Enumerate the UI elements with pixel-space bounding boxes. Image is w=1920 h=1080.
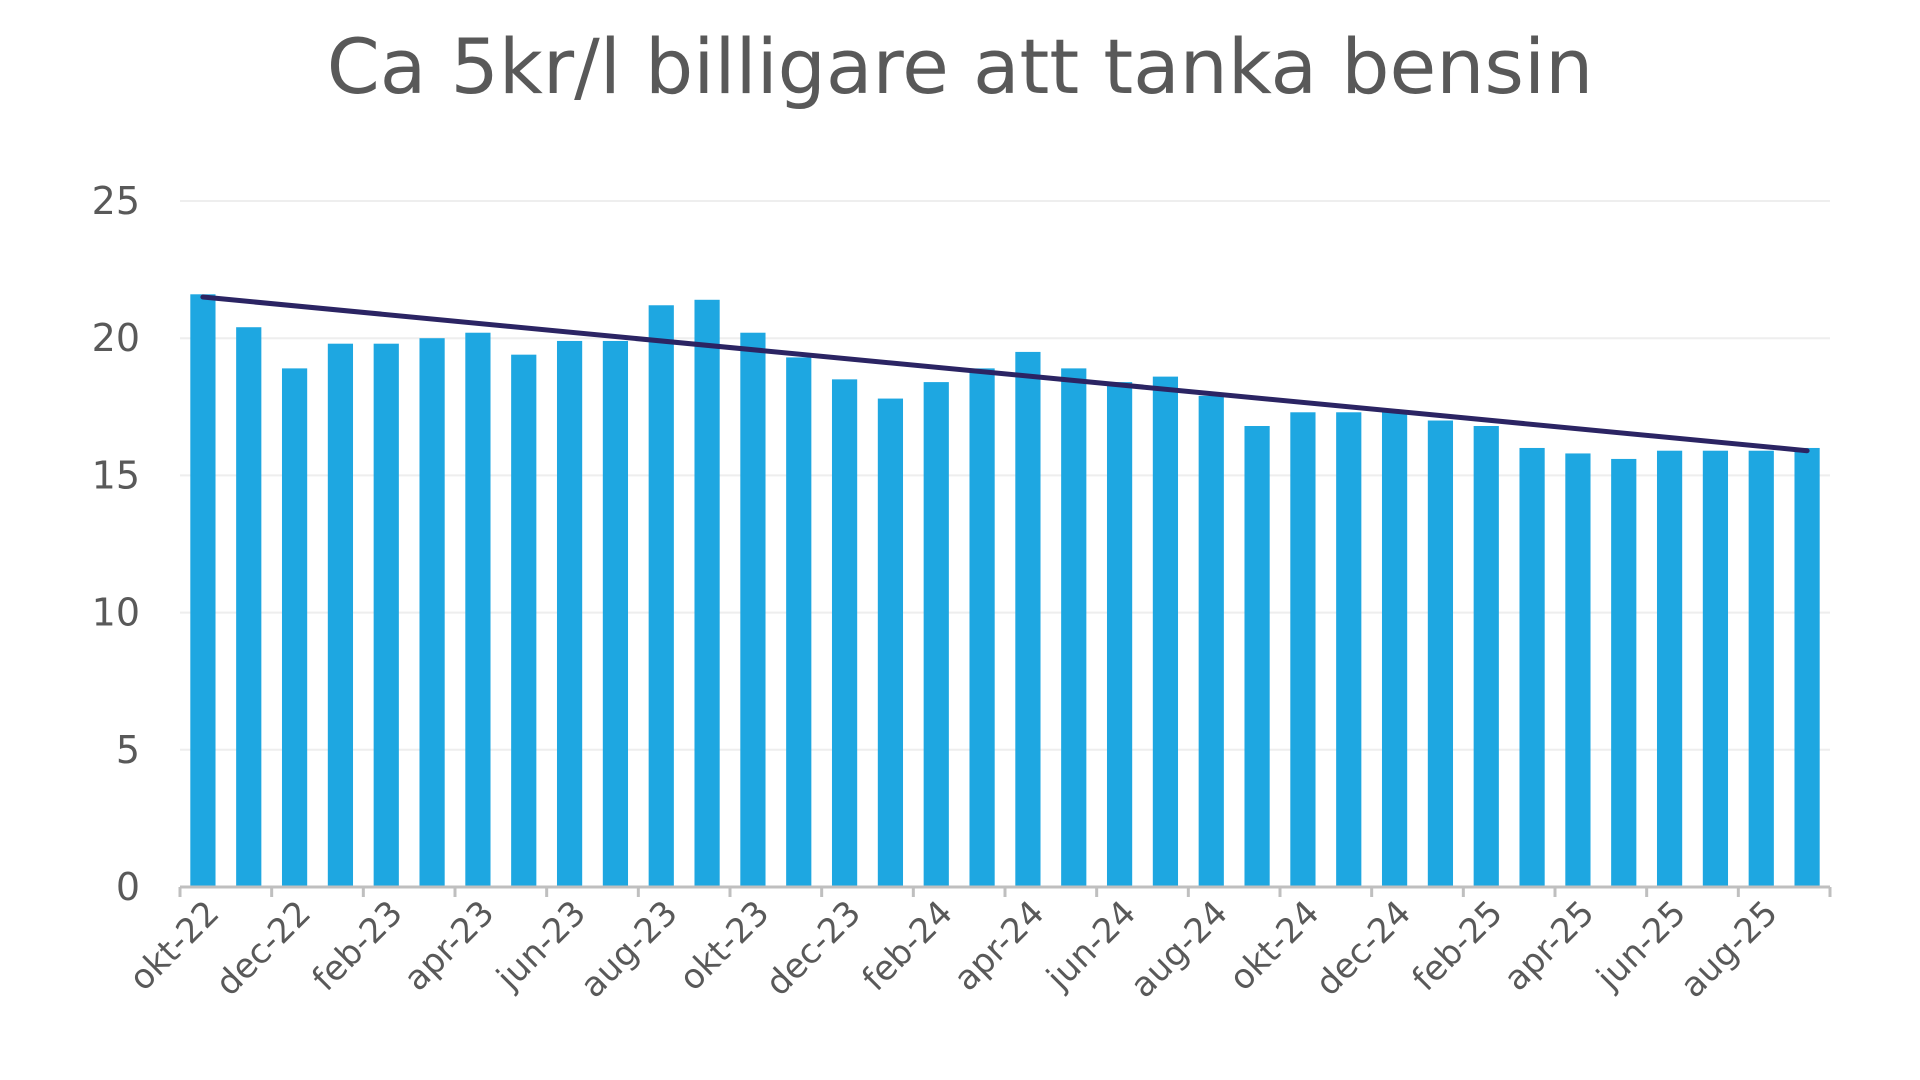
bar-mar-24	[969, 368, 995, 887]
x-tick-label: aug-25	[1673, 893, 1786, 1006]
y-tick-label: 5	[116, 728, 140, 772]
x-tick-label: aug-24	[1123, 893, 1236, 1006]
bar-maj-23	[511, 354, 537, 887]
chart-title: Ca 5kr/l billigare att tanka bensin	[326, 22, 1594, 111]
bar-jun-25	[1656, 450, 1683, 887]
bar-apr-25	[1565, 453, 1591, 887]
x-tick-label: aug-23	[573, 893, 686, 1006]
bar-jan-24	[877, 398, 904, 887]
x-tick-label: apr-24	[946, 893, 1052, 999]
bar-sep-24	[1244, 426, 1270, 887]
trendline-layer	[200, 294, 1810, 454]
bar-maj-24	[1061, 368, 1087, 887]
bar-nov-22	[236, 327, 262, 887]
bar-okt-24	[1290, 412, 1316, 887]
x-tick-label: feb-24	[855, 893, 961, 999]
x-axis-ticks: okt-22dec-22feb-23apr-23jun-23aug-23okt-…	[122, 893, 1786, 1006]
bar-aug-23	[648, 305, 674, 888]
y-tick-label: 0	[116, 865, 140, 909]
bar-aug-25	[1748, 450, 1774, 887]
bar-jul-25	[1702, 450, 1729, 887]
gridlines	[180, 200, 1830, 751]
x-tick-label: feb-23	[305, 893, 411, 999]
bar-sep-25	[1794, 447, 1820, 887]
bar-feb-25	[1473, 426, 1499, 887]
bar-maj-25	[1611, 458, 1637, 887]
bar-nov-23	[786, 357, 812, 888]
y-tick-label: 15	[92, 453, 140, 497]
bar-mar-23	[419, 338, 445, 887]
y-tick-label: 20	[92, 316, 140, 360]
bar-okt-23	[740, 332, 766, 887]
bar-feb-23	[373, 343, 399, 887]
x-tick-label: okt-24	[1222, 893, 1328, 999]
bar-jun-24	[1106, 382, 1133, 887]
x-tick-label: dec-23	[758, 893, 869, 1004]
bar-dec-24	[1381, 412, 1408, 887]
bar-feb-24	[923, 382, 949, 887]
bar-jan-25	[1427, 420, 1454, 887]
x-tick-label: dec-22	[208, 893, 319, 1004]
y-tick-label: 10	[92, 591, 140, 635]
bar-jul-23	[602, 340, 629, 888]
bars	[190, 294, 1820, 888]
bar-aug-24	[1198, 395, 1224, 887]
bar-nov-24	[1336, 412, 1362, 887]
x-tick-label: apr-23	[396, 893, 502, 999]
bar-mar-25	[1519, 447, 1545, 887]
bar-dec-23	[831, 379, 858, 887]
bar-jun-23	[556, 340, 583, 888]
trendline	[200, 294, 1810, 454]
x-tick-label: feb-25	[1405, 893, 1511, 999]
y-axis-ticks: 0 5 10 15 20 25	[92, 179, 140, 909]
bar-jul-24	[1152, 376, 1179, 887]
bar-okt-22	[190, 294, 216, 887]
x-tick-label: okt-23	[672, 893, 778, 999]
bar-sep-23	[694, 299, 720, 887]
x-axis	[178, 885, 1832, 897]
x-tick-label: apr-25	[1496, 893, 1602, 999]
y-tick-label: 25	[92, 179, 140, 223]
bar-dec-22	[281, 368, 308, 887]
bar-apr-23	[465, 332, 491, 887]
x-tick-label: dec-24	[1308, 893, 1419, 1004]
bar-apr-24	[1015, 351, 1041, 887]
bar-jan-23	[327, 343, 354, 887]
